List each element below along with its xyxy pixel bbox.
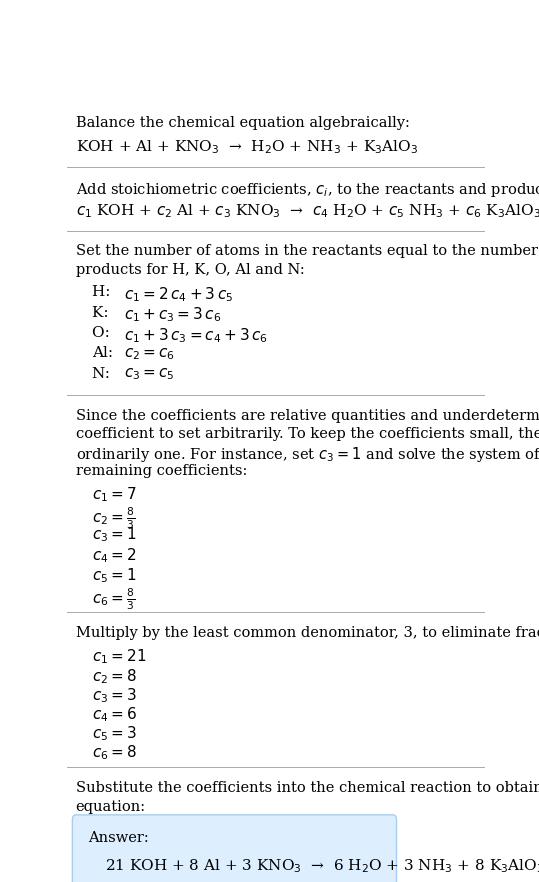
Text: Answer:: Answer: (88, 831, 149, 845)
Text: $c_1 + c_3 = 3\,c_6$: $c_1 + c_3 = 3\,c_6$ (124, 305, 221, 325)
Text: coefficient to set arbitrarily. To keep the coefficients small, the arbitrary va: coefficient to set arbitrarily. To keep … (75, 427, 539, 441)
Text: Add stoichiometric coefficients, $c_i$, to the reactants and products:: Add stoichiometric coefficients, $c_i$, … (75, 181, 539, 198)
Text: Multiply by the least common denominator, 3, to eliminate fractional coefficient: Multiply by the least common denominator… (75, 626, 539, 640)
Text: $c_1$ KOH + $c_2$ Al + $c_3$ KNO$_3$  →  $c_4$ H$_2$O + $c_5$ NH$_3$ + $c_6$ K$_: $c_1$ KOH + $c_2$ Al + $c_3$ KNO$_3$ → $… (75, 202, 539, 220)
Text: $c_5 = 1$: $c_5 = 1$ (93, 566, 137, 585)
Text: O:: O: (93, 325, 115, 340)
Text: K:: K: (93, 305, 114, 319)
Text: Substitute the coefficients into the chemical reaction to obtain the balanced: Substitute the coefficients into the che… (75, 781, 539, 795)
Text: $c_6 = \frac{8}{3}$: $c_6 = \frac{8}{3}$ (93, 587, 136, 612)
Text: KOH + Al + KNO$_3$  →  H$_2$O + NH$_3$ + K$_3$AlO$_3$: KOH + Al + KNO$_3$ → H$_2$O + NH$_3$ + K… (75, 138, 418, 156)
Text: N:: N: (93, 367, 115, 381)
Text: equation:: equation: (75, 800, 146, 814)
Text: Set the number of atoms in the reactants equal to the number of atoms in the: Set the number of atoms in the reactants… (75, 244, 539, 258)
Text: remaining coefficients:: remaining coefficients: (75, 464, 247, 478)
Text: Since the coefficients are relative quantities and underdetermined, choose a: Since the coefficients are relative quan… (75, 408, 539, 422)
Text: $c_6 = 8$: $c_6 = 8$ (93, 743, 137, 761)
Text: $c_3 = 1$: $c_3 = 1$ (93, 526, 137, 544)
Text: $c_3 = c_5$: $c_3 = c_5$ (124, 367, 174, 382)
Text: $c_3 = 3$: $c_3 = 3$ (93, 686, 137, 705)
Text: $c_4 = 2$: $c_4 = 2$ (93, 546, 137, 564)
Text: products for H, K, O, Al and N:: products for H, K, O, Al and N: (75, 264, 305, 278)
Text: 21 KOH + 8 Al + 3 KNO$_3$  →  6 H$_2$O + 3 NH$_3$ + 8 K$_3$AlO$_3$: 21 KOH + 8 Al + 3 KNO$_3$ → 6 H$_2$O + 3… (105, 857, 539, 875)
Text: $c_1 + 3\,c_3 = c_4 + 3\,c_6$: $c_1 + 3\,c_3 = c_4 + 3\,c_6$ (124, 325, 268, 345)
FancyBboxPatch shape (72, 815, 397, 882)
Text: $c_5 = 3$: $c_5 = 3$ (93, 724, 137, 743)
Text: $c_1 = 2\,c_4 + 3\,c_5$: $c_1 = 2\,c_4 + 3\,c_5$ (124, 285, 233, 303)
Text: $c_2 = c_6$: $c_2 = c_6$ (124, 347, 175, 362)
Text: Balance the chemical equation algebraically:: Balance the chemical equation algebraica… (75, 116, 410, 130)
Text: H:: H: (93, 285, 116, 299)
Text: $c_2 = 8$: $c_2 = 8$ (93, 667, 137, 685)
Text: $c_1 = 7$: $c_1 = 7$ (93, 485, 137, 504)
Text: $c_2 = \frac{8}{3}$: $c_2 = \frac{8}{3}$ (93, 505, 136, 531)
Text: $c_1 = 21$: $c_1 = 21$ (93, 647, 147, 667)
Text: Al:: Al: (93, 347, 119, 360)
Text: ordinarily one. For instance, set $c_3 = 1$ and solve the system of equations fo: ordinarily one. For instance, set $c_3 =… (75, 445, 539, 465)
Text: $c_4 = 6$: $c_4 = 6$ (93, 705, 137, 723)
